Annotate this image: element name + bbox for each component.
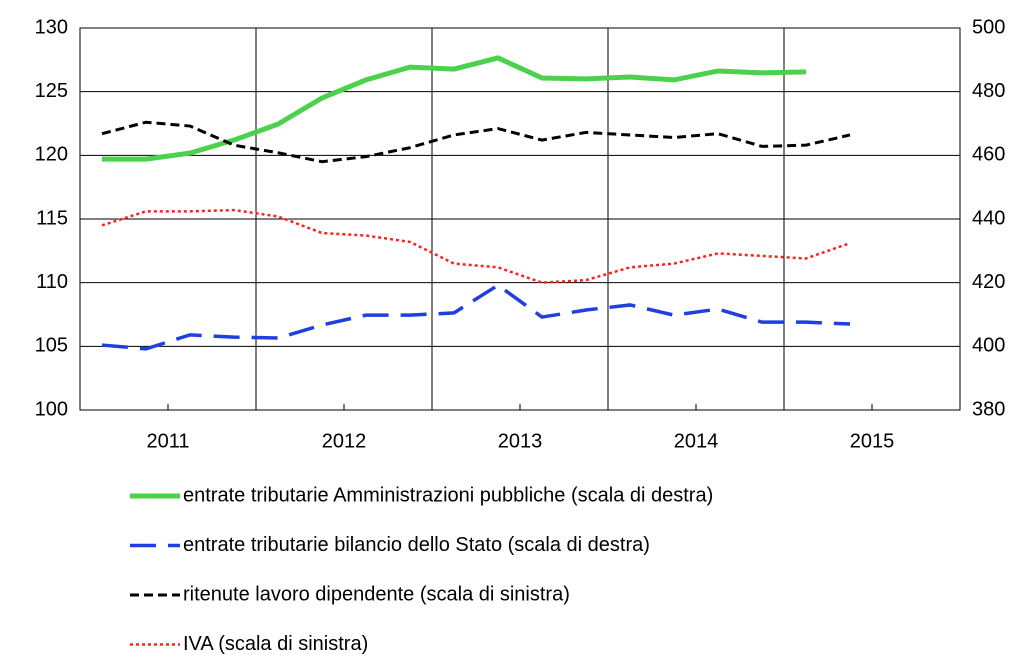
y-tick-label: 120 — [35, 144, 68, 166]
y-tick-label: 130 — [35, 16, 68, 38]
legend-label: IVA (scala di sinistra) — [183, 633, 368, 655]
y2-tick-label: 420 — [972, 271, 1005, 293]
legend-label: ritenute lavoro dipendente (scala di sin… — [183, 583, 570, 605]
legend-label: entrate tributarie bilancio dello Stato … — [183, 534, 650, 556]
y-tick-label: 110 — [36, 271, 68, 293]
y-tick-label: 125 — [35, 80, 68, 102]
legend-label: entrate tributarie Amministrazioni pubbl… — [183, 484, 713, 506]
y2-tick-label: 480 — [972, 80, 1005, 102]
y-tick-label: 100 — [35, 398, 68, 420]
y2-tick-label: 460 — [972, 144, 1005, 166]
y2-tick-label: 380 — [972, 398, 1005, 420]
y-tick-label: 115 — [36, 207, 68, 229]
series-line — [101, 208, 851, 284]
y2-tick-label: 500 — [972, 16, 1005, 38]
x-tick-label: 2013 — [498, 430, 543, 452]
y2-tick-label: 440 — [972, 207, 1005, 229]
y2-tick-label: 400 — [972, 335, 1005, 357]
x-tick-label: 2012 — [322, 430, 367, 452]
series-line — [102, 55, 807, 162]
x-tick-label: 2011 — [146, 430, 189, 452]
x-tick-label: 2014 — [674, 430, 719, 452]
series-line — [101, 283, 851, 351]
x-tick-label: 2015 — [850, 430, 895, 452]
y-tick-label: 105 — [35, 335, 68, 357]
series-line — [101, 120, 851, 164]
